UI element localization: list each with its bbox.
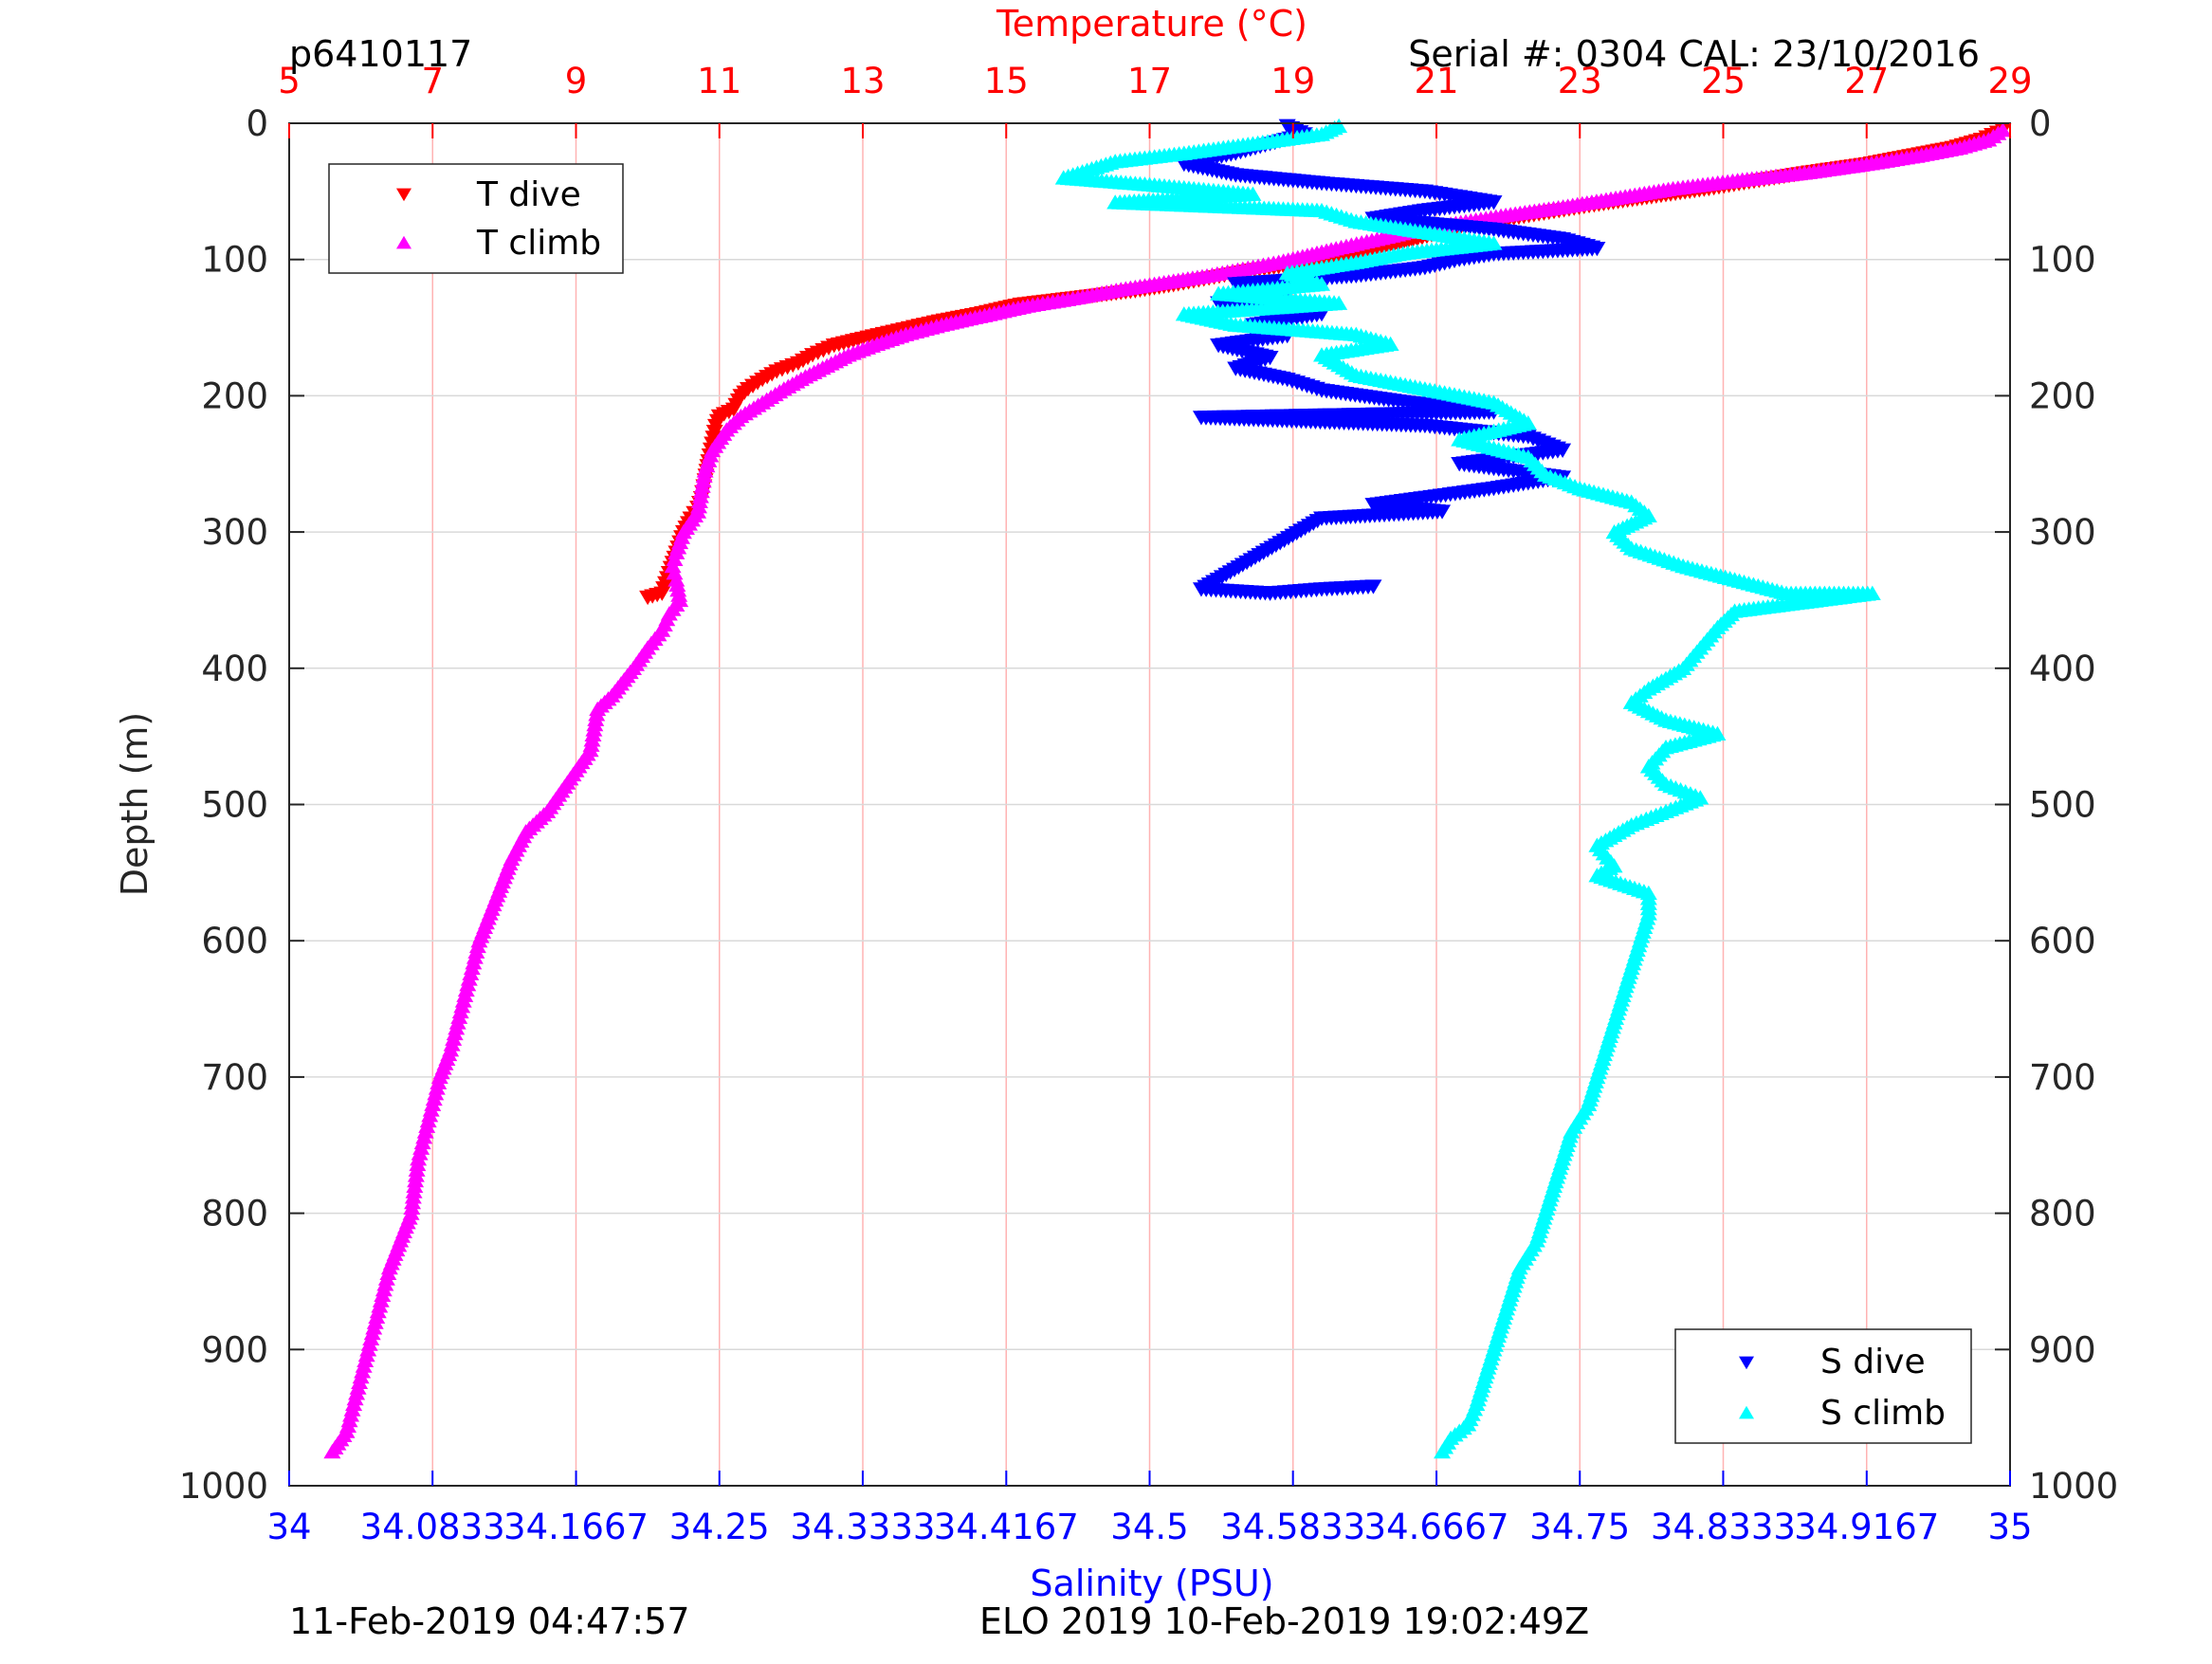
legend-s-climb-marker: [1739, 1405, 1754, 1419]
tick-label-salinity: 34.5: [1110, 1507, 1188, 1547]
tick-label-temperature: 17: [1127, 61, 1172, 101]
tick-label-salinity: 34.1667: [503, 1507, 649, 1547]
tick-label-temperature: 9: [565, 61, 588, 101]
legend-s-dive-label: S dive: [1820, 1343, 1926, 1381]
data-point-interp-t-climb: [666, 551, 684, 567]
axis-tick-labels: 0 0 100 100 200 200 300 300 400 400 500 500 600 600 70…: [179, 61, 2118, 1547]
data-point-t-climb: [667, 544, 686, 559]
tick-label-temperature: 27: [1844, 61, 1889, 101]
tick-label-depth-left: 0: [246, 103, 268, 144]
tick-label-depth-left: 600: [201, 921, 268, 961]
tick-label-temperature: 7: [421, 61, 444, 101]
tick-label-salinity: 34: [266, 1507, 311, 1547]
tick-label-salinity: 35: [1987, 1507, 2032, 1547]
tick-label-depth-right: 600: [2029, 921, 2096, 961]
tick-label-salinity: 34.8333: [1651, 1507, 1796, 1547]
tick-label-depth-right: 300: [2029, 512, 2096, 553]
data-point-t-dive: [639, 590, 657, 606]
tick-label-depth-right: 200: [2029, 375, 2096, 416]
tick-label-temperature: 15: [984, 61, 1029, 101]
tick-label-depth-left: 200: [201, 375, 268, 416]
salinity-axis-label: Salinity (PSU): [1030, 1563, 1273, 1604]
legend-t-climb-marker: [396, 235, 411, 249]
tick-label-salinity: 34.5833: [1220, 1507, 1365, 1547]
legend-salinity-box: [1674, 1328, 1972, 1444]
tick-label-depth-left: 500: [201, 785, 268, 826]
tick-label-temperature: 21: [1414, 61, 1458, 101]
tick-label-depth-right: 700: [2029, 1057, 2096, 1098]
tick-label-depth-right: 900: [2029, 1329, 2096, 1370]
data-point-interp-t-climb: [666, 565, 684, 580]
tick-label-depth-left: 800: [201, 1194, 268, 1234]
tick-label-salinity: 34.75: [1529, 1507, 1630, 1547]
data-point-s-dive: [1364, 579, 1382, 594]
tick-label-salinity: 34.3333: [790, 1507, 935, 1547]
legend-s-climb-label: S climb: [1820, 1394, 1946, 1433]
series-s-climb: [1054, 118, 1881, 1459]
footer-timestamp: 11-Feb-2019 04:47:57: [289, 1600, 690, 1642]
legend-s-dive-marker: [1739, 1356, 1754, 1370]
tick-label-depth-right: 800: [2029, 1194, 2096, 1234]
tick-label-depth-right: 100: [2029, 240, 2096, 281]
tick-label-depth-left: 900: [201, 1329, 268, 1370]
tick-label-salinity: 34.25: [669, 1507, 770, 1547]
tick-label-depth-right: 500: [2029, 785, 2096, 826]
tick-label-temperature: 25: [1701, 61, 1746, 101]
tick-label-temperature: 13: [840, 61, 885, 101]
serial-cal-label: Serial #: 0304 CAL: 23/10/2016: [1408, 33, 1980, 75]
tick-label-temperature: 11: [697, 61, 741, 101]
data-series-layer: [323, 118, 2012, 1459]
tick-label-salinity: 34.0833: [360, 1507, 505, 1547]
legend-temperature: T dive T climb: [328, 163, 624, 274]
tick-label-depth-right: 0: [2029, 103, 2052, 144]
tick-label-depth-left: 100: [201, 240, 268, 281]
tick-label-salinity: 34.6667: [1364, 1507, 1509, 1547]
data-point-t-climb: [323, 1443, 341, 1459]
legend-temperature-box: [328, 163, 624, 274]
depth-axis-label: Depth (m): [114, 712, 155, 897]
tick-label-depth-right: 400: [2029, 649, 2096, 689]
tick-label-depth-left: 1000: [179, 1466, 268, 1507]
tick-label-depth-left: 300: [201, 512, 268, 553]
tick-label-depth-right: 1000: [2029, 1466, 2118, 1507]
profile-id-label: p6410117: [289, 33, 472, 75]
tick-label-depth-left: 400: [201, 649, 268, 689]
tick-label-salinity: 34.4167: [934, 1507, 1079, 1547]
legend-salinity: S dive S climb: [1674, 1328, 1972, 1444]
footer-mission: ELO 2019 10-Feb-2019 19:02:49Z: [979, 1600, 1589, 1642]
data-point-s-climb: [1434, 1443, 1452, 1459]
tick-label-temperature: 19: [1271, 61, 1315, 101]
tick-label-depth-left: 700: [201, 1057, 268, 1098]
tick-label-salinity: 34.9167: [1794, 1507, 1939, 1547]
legend-t-climb-label: T climb: [476, 224, 601, 263]
tick-label-temperature: 23: [1558, 61, 1602, 101]
temperature-axis-label: Temperature (°C): [996, 3, 1307, 45]
tick-label-temperature: 5: [278, 61, 301, 101]
legend-t-dive-label: T dive: [476, 175, 581, 214]
legend-t-dive-marker: [396, 188, 411, 202]
data-point-t-climb: [664, 558, 682, 574]
tick-label-temperature: 29: [1987, 61, 2032, 101]
axis-ticks: [288, 122, 2011, 1487]
